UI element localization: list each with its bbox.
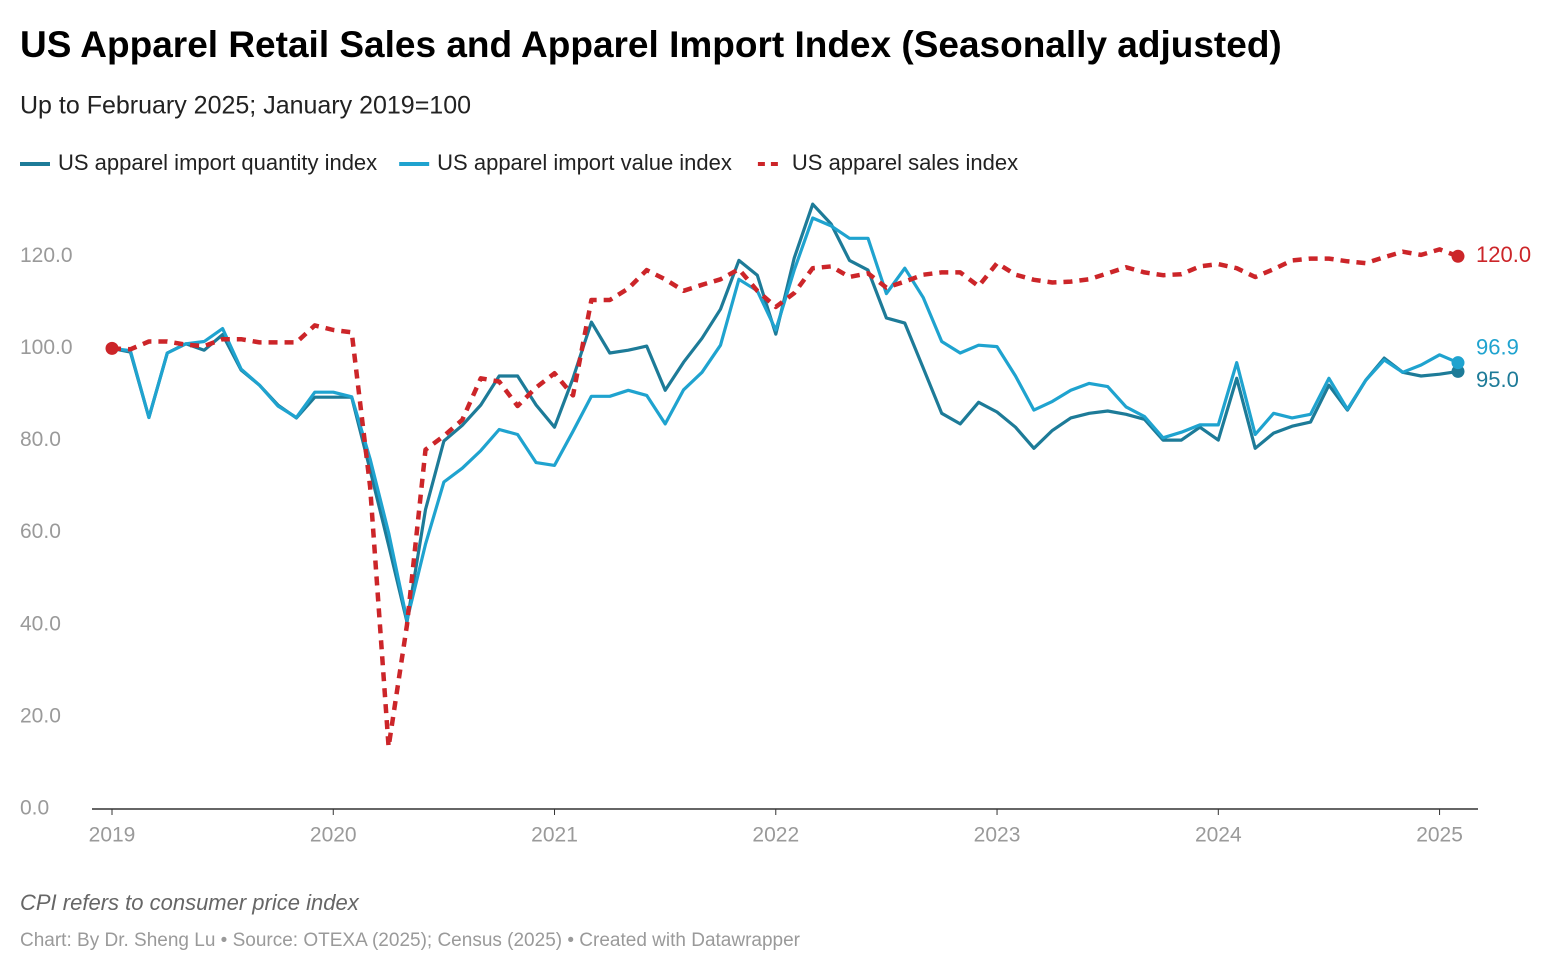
x-tick-label: 2020 <box>310 824 357 847</box>
y-tick-label: 100.0 <box>20 336 73 359</box>
x-tick-label: 2019 <box>89 824 136 847</box>
x-tick-label: 2022 <box>752 824 799 847</box>
source: Chart: By Dr. Sheng Lu • Source: OTEXA (… <box>20 930 801 951</box>
y-tick-label: 60.0 <box>20 520 61 543</box>
series-line <box>111 247 1459 750</box>
chart-subtitle: Up to February 2025; January 2019=100 <box>20 92 471 120</box>
value-label: 96.9 <box>1476 334 1519 359</box>
value-label: 95.0 <box>1476 367 1519 392</box>
x-tick-label: 2023 <box>974 824 1021 847</box>
footnote: CPI refers to consumer price index <box>20 890 360 915</box>
end-dot <box>1451 249 1465 263</box>
x-tick-label: 2025 <box>1416 824 1463 847</box>
chart-title: US Apparel Retail Sales and Apparel Impo… <box>20 24 1282 65</box>
y-tick-label: 20.0 <box>20 704 61 727</box>
y-tick-label: 40.0 <box>20 612 61 635</box>
y-tick-label: 80.0 <box>20 428 61 451</box>
series-line <box>111 216 1459 622</box>
series-line <box>111 202 1459 624</box>
y-tick-label: 0.0 <box>20 797 49 820</box>
legend-label: US apparel import quantity index <box>58 150 377 175</box>
end-dot <box>1451 356 1465 370</box>
legend-label: US apparel import value index <box>437 150 732 175</box>
x-tick-label: 2021 <box>531 824 578 847</box>
value-label: 120.0 <box>1476 242 1531 267</box>
y-tick-label: 120.0 <box>20 244 73 267</box>
start-dot <box>105 341 119 355</box>
x-tick-label: 2024 <box>1195 824 1242 847</box>
legend-label: US apparel sales index <box>792 150 1018 175</box>
